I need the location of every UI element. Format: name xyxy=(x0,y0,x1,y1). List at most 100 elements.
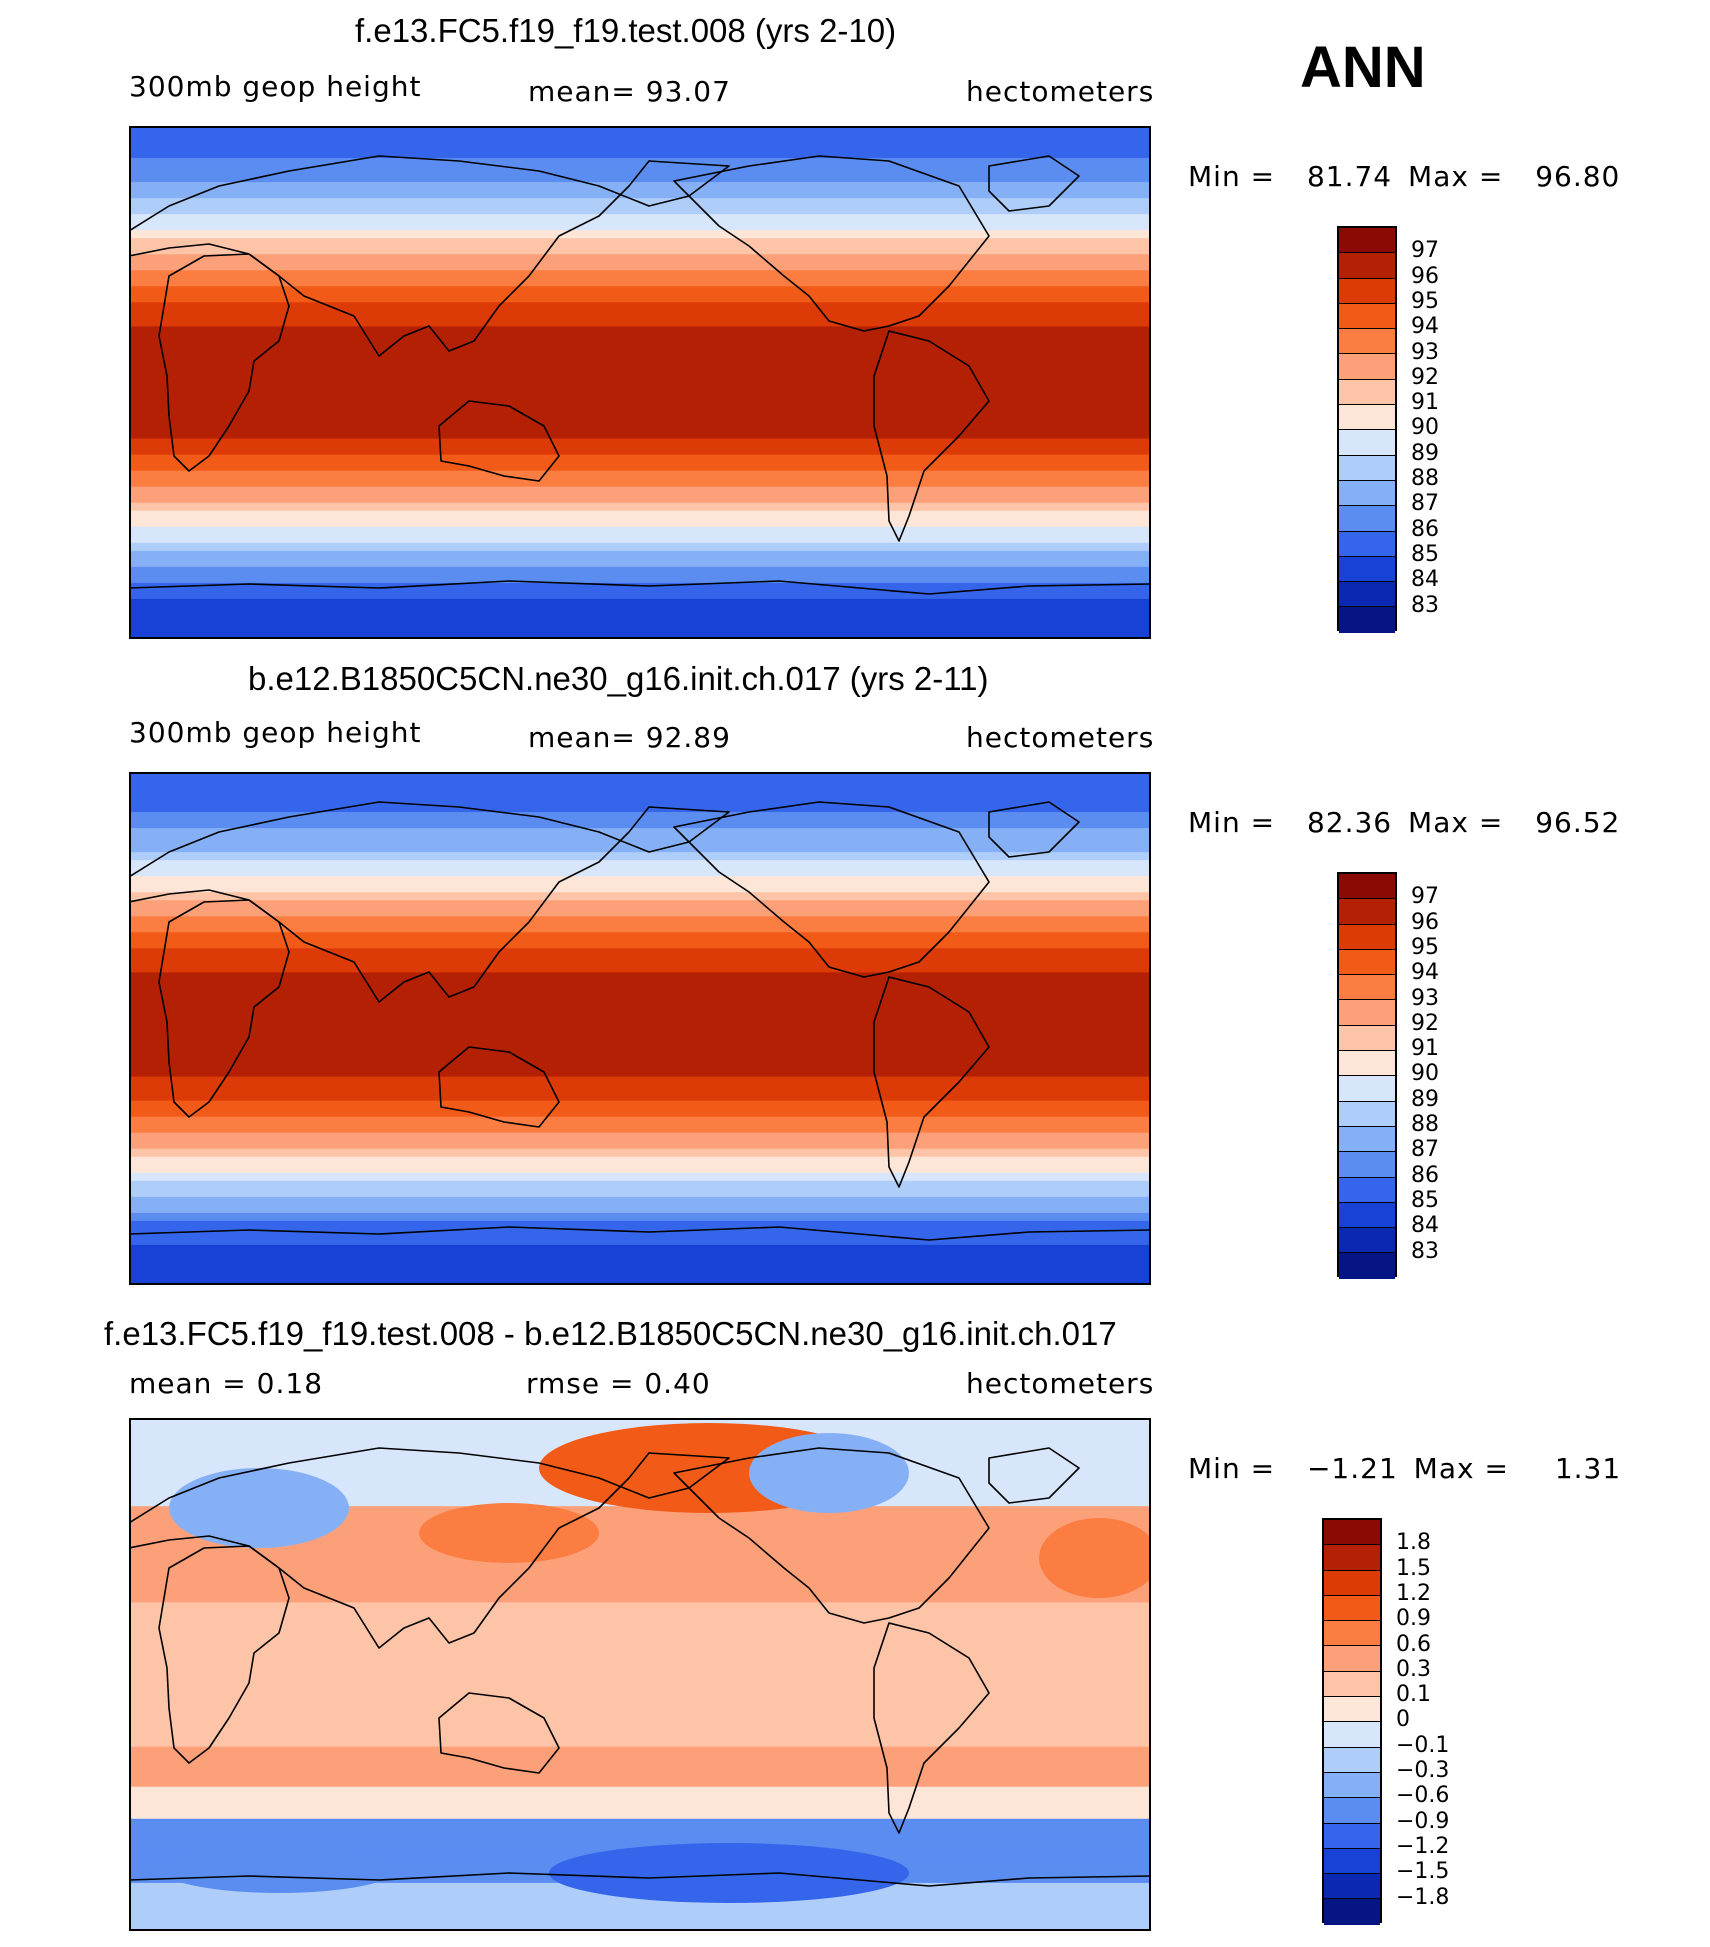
contour-band xyxy=(129,1642,1151,1652)
colorbar-tick-label: −0.9 xyxy=(1396,1808,1450,1834)
contour-band xyxy=(129,836,1151,845)
contour-band xyxy=(129,1036,1151,1046)
contour-band xyxy=(129,1810,1151,1820)
contour-band xyxy=(129,1778,1151,1788)
contour-band xyxy=(129,606,1151,616)
contour-band xyxy=(129,622,1151,632)
colorbar-swatch xyxy=(1324,1671,1380,1698)
colorbar-swatch xyxy=(1324,1798,1380,1824)
contour-band xyxy=(129,948,1151,958)
contour-band xyxy=(129,1172,1151,1182)
colorbar-swatch xyxy=(1339,1253,1395,1279)
panel-3-minmax: Min = −1.21 Max = 1.31 xyxy=(1188,1452,1621,1485)
panel-1-title: f.e13.FC5.f19_f19.test.008 (yrs 2-10) xyxy=(355,12,897,49)
contour-band xyxy=(129,326,1151,336)
colorbar-swatch xyxy=(1324,1823,1380,1849)
colorbar-tick-label: 83 xyxy=(1411,592,1439,618)
contour-band xyxy=(129,262,1151,272)
contour-band xyxy=(129,1906,1151,1916)
contour-band xyxy=(129,230,1151,240)
contour-map-svg xyxy=(129,126,1151,639)
contour-band xyxy=(129,398,1151,408)
colorbar-tick-label: 88 xyxy=(1411,1112,1439,1137)
contour-band xyxy=(129,590,1151,600)
contour-band xyxy=(129,972,1151,982)
contour-band xyxy=(129,1698,1151,1708)
contour-band xyxy=(129,1914,1151,1924)
contour-band xyxy=(129,1268,1151,1278)
contour-band xyxy=(129,486,1151,496)
contour-band xyxy=(129,502,1151,512)
contour-band xyxy=(129,1148,1151,1158)
colorbar-tick-label: 91 xyxy=(1411,1036,1439,1062)
colorbar-swatch xyxy=(1339,405,1395,431)
contour-map-svg xyxy=(129,1418,1151,1931)
contour-band xyxy=(129,956,1151,966)
colorbar-tick-label: 95 xyxy=(1411,934,1439,960)
coastline xyxy=(988,801,1080,858)
contour-band xyxy=(129,270,1151,280)
colorbar-box xyxy=(1322,1518,1382,1925)
coastline xyxy=(129,1226,1151,1241)
contour-band xyxy=(129,900,1151,910)
colorbar-swatch xyxy=(1339,949,1395,976)
contour-band xyxy=(129,1690,1151,1700)
contour-band xyxy=(129,1786,1151,1796)
colorbar-swatch xyxy=(1339,1000,1395,1026)
contour-band xyxy=(129,1682,1151,1692)
colorbar-swatch xyxy=(1339,253,1395,279)
panel-2-max-label: Max = xyxy=(1408,806,1504,839)
colorbar-swatch xyxy=(1324,1722,1380,1748)
colorbar-tick-label: 0 xyxy=(1396,1707,1410,1733)
colorbar-tick-label: 0.9 xyxy=(1396,1606,1431,1632)
colorbar-swatch xyxy=(1339,303,1395,330)
contour-band xyxy=(129,1132,1151,1142)
contour-band xyxy=(129,868,1151,878)
colorbar-swatch xyxy=(1339,1051,1395,1077)
anomaly-region xyxy=(159,1843,399,1893)
colorbar-swatch xyxy=(1339,228,1395,254)
colorbar-swatch xyxy=(1339,607,1395,633)
contour-band xyxy=(129,964,1151,974)
contour-band xyxy=(129,1634,1151,1644)
contour-band xyxy=(129,350,1151,360)
contour-band xyxy=(129,1092,1151,1102)
coastline xyxy=(873,330,990,542)
contour-band xyxy=(129,1738,1151,1748)
colorbar-swatch xyxy=(1339,899,1395,925)
contour-band xyxy=(129,174,1151,183)
contour-band xyxy=(129,796,1151,805)
colorbar-tick-label: 1.5 xyxy=(1396,1555,1431,1581)
panel-2-max-value: 96.52 xyxy=(1535,806,1621,839)
contour-band xyxy=(129,924,1151,934)
contour-band xyxy=(129,1068,1151,1078)
contour-band xyxy=(129,1626,1151,1636)
contour-band xyxy=(129,996,1151,1006)
colorbar-tick-label: 83 xyxy=(1411,1238,1439,1264)
contour-band xyxy=(129,1546,1151,1556)
colorbar-tick-label: 89 xyxy=(1411,440,1439,466)
contour-band xyxy=(129,1244,1151,1254)
coastline xyxy=(438,400,560,482)
panel-2-title: b.e12.B1850C5CN.ne30_g16.init.ch.017 (yr… xyxy=(248,660,989,697)
contour-band xyxy=(129,812,1151,821)
contour-band xyxy=(129,222,1151,232)
contour-band xyxy=(129,876,1151,886)
coastline xyxy=(873,1622,990,1834)
colorbar-swatch xyxy=(1324,1595,1380,1622)
contour-band xyxy=(129,318,1151,328)
coastline xyxy=(673,1447,990,1624)
contour-band xyxy=(129,1554,1151,1564)
colorbar-tick-label: 94 xyxy=(1411,314,1439,340)
contour-band xyxy=(129,158,1151,167)
contour-band xyxy=(129,1578,1151,1588)
coastline xyxy=(988,1447,1080,1504)
panel-2-map xyxy=(129,772,1151,1285)
contour-band xyxy=(129,1666,1151,1676)
colorbar-tick-label: 86 xyxy=(1411,1162,1439,1188)
contour-band xyxy=(129,1746,1151,1756)
contour-band xyxy=(129,1922,1151,1931)
colorbar-swatch xyxy=(1339,480,1395,507)
colorbar-swatch xyxy=(1339,278,1395,304)
contour-band xyxy=(129,126,1151,135)
